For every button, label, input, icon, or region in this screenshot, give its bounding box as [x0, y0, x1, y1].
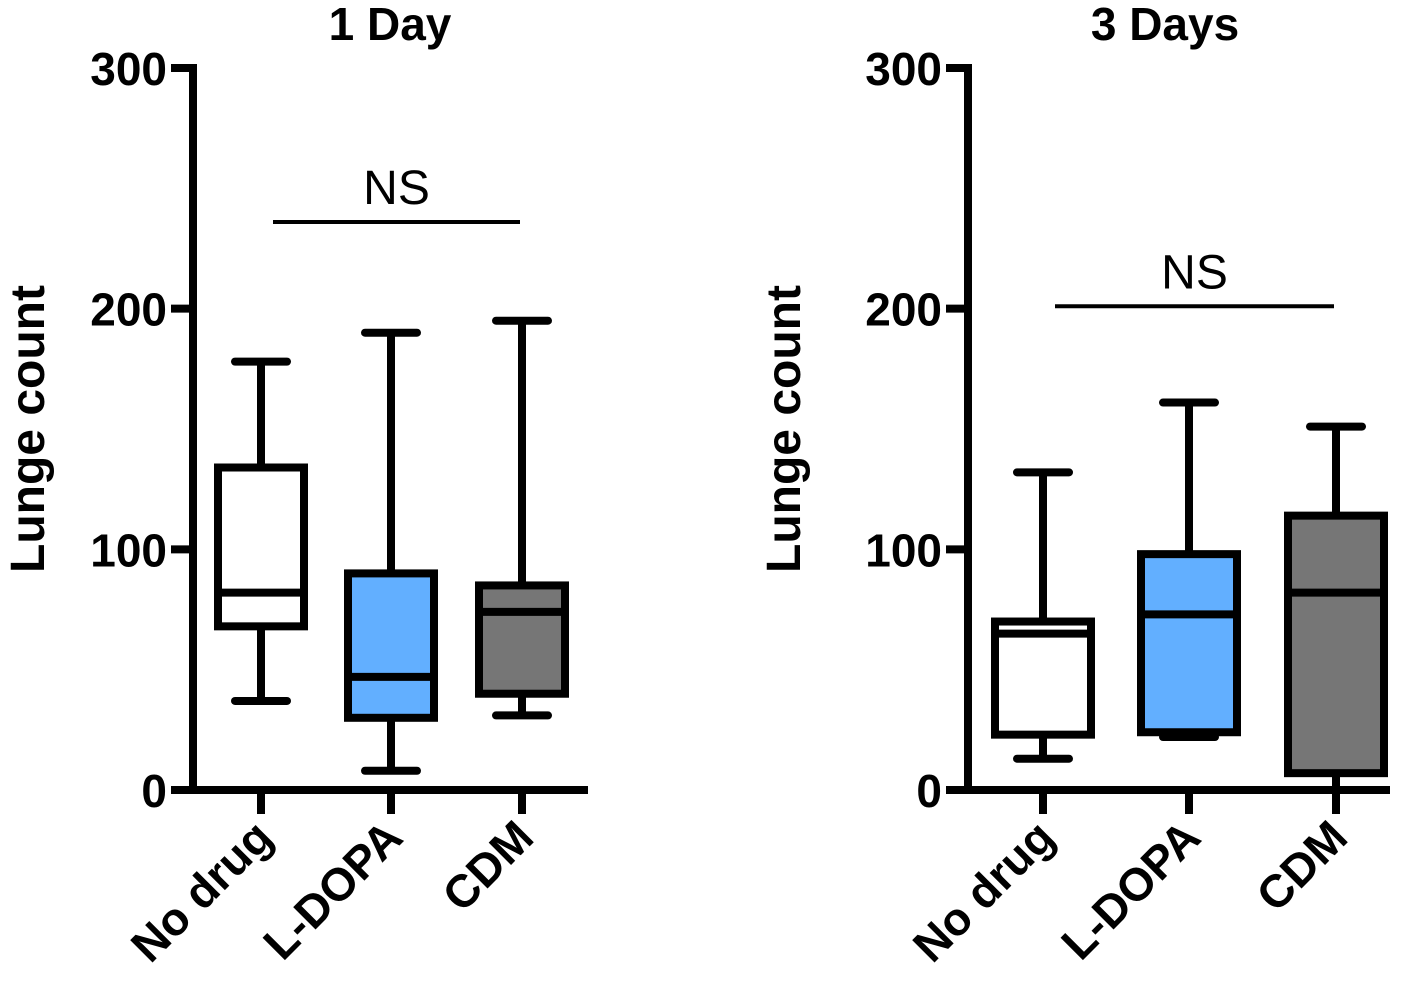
significance-label: NS — [363, 162, 430, 215]
chart-title: 1 Day — [329, 0, 452, 50]
y-tick-label: 200 — [90, 284, 167, 336]
x-category-label-cdm: CDM — [432, 810, 543, 921]
chart-title: 3 Days — [1091, 0, 1239, 50]
box-no-drug — [214, 357, 308, 705]
x-category-label-no-drug: No drug — [903, 810, 1064, 971]
y-tick-label: 100 — [90, 524, 167, 576]
iqr-box — [1137, 550, 1241, 737]
iqr-box — [214, 463, 308, 631]
x-category-label-cdm: CDM — [1246, 810, 1357, 921]
y-axis-label: Lunge count — [2, 285, 55, 573]
chart-panel-2: 3 Days Lunge count 0 100 200 300 No drugL-DOPA… — [758, 0, 1390, 972]
iqr-box — [1284, 511, 1388, 778]
y-tick-label: 100 — [865, 524, 942, 576]
x-category-label-l-dopa: L-DOPA — [253, 810, 412, 969]
box-l-dopa — [1137, 398, 1241, 742]
x-category-label-no-drug: No drug — [121, 810, 282, 971]
iqr-box — [475, 581, 569, 698]
significance-label: NS — [1161, 246, 1228, 299]
y-tick-label: 0 — [141, 765, 167, 817]
box-l-dopa — [344, 328, 438, 775]
y-tick-label: 300 — [865, 43, 942, 95]
box-cdm — [475, 316, 569, 720]
iqr-box — [344, 569, 438, 722]
y-tick-label: 200 — [865, 284, 942, 336]
y-tick-label: 0 — [916, 765, 942, 817]
box-cdm — [1284, 422, 1388, 794]
x-category-label-l-dopa: L-DOPA — [1051, 810, 1210, 969]
iqr-box — [991, 617, 1095, 739]
y-axis-label: Lunge count — [758, 285, 811, 573]
box-no-drug — [991, 468, 1095, 763]
y-tick-label: 300 — [90, 43, 167, 95]
